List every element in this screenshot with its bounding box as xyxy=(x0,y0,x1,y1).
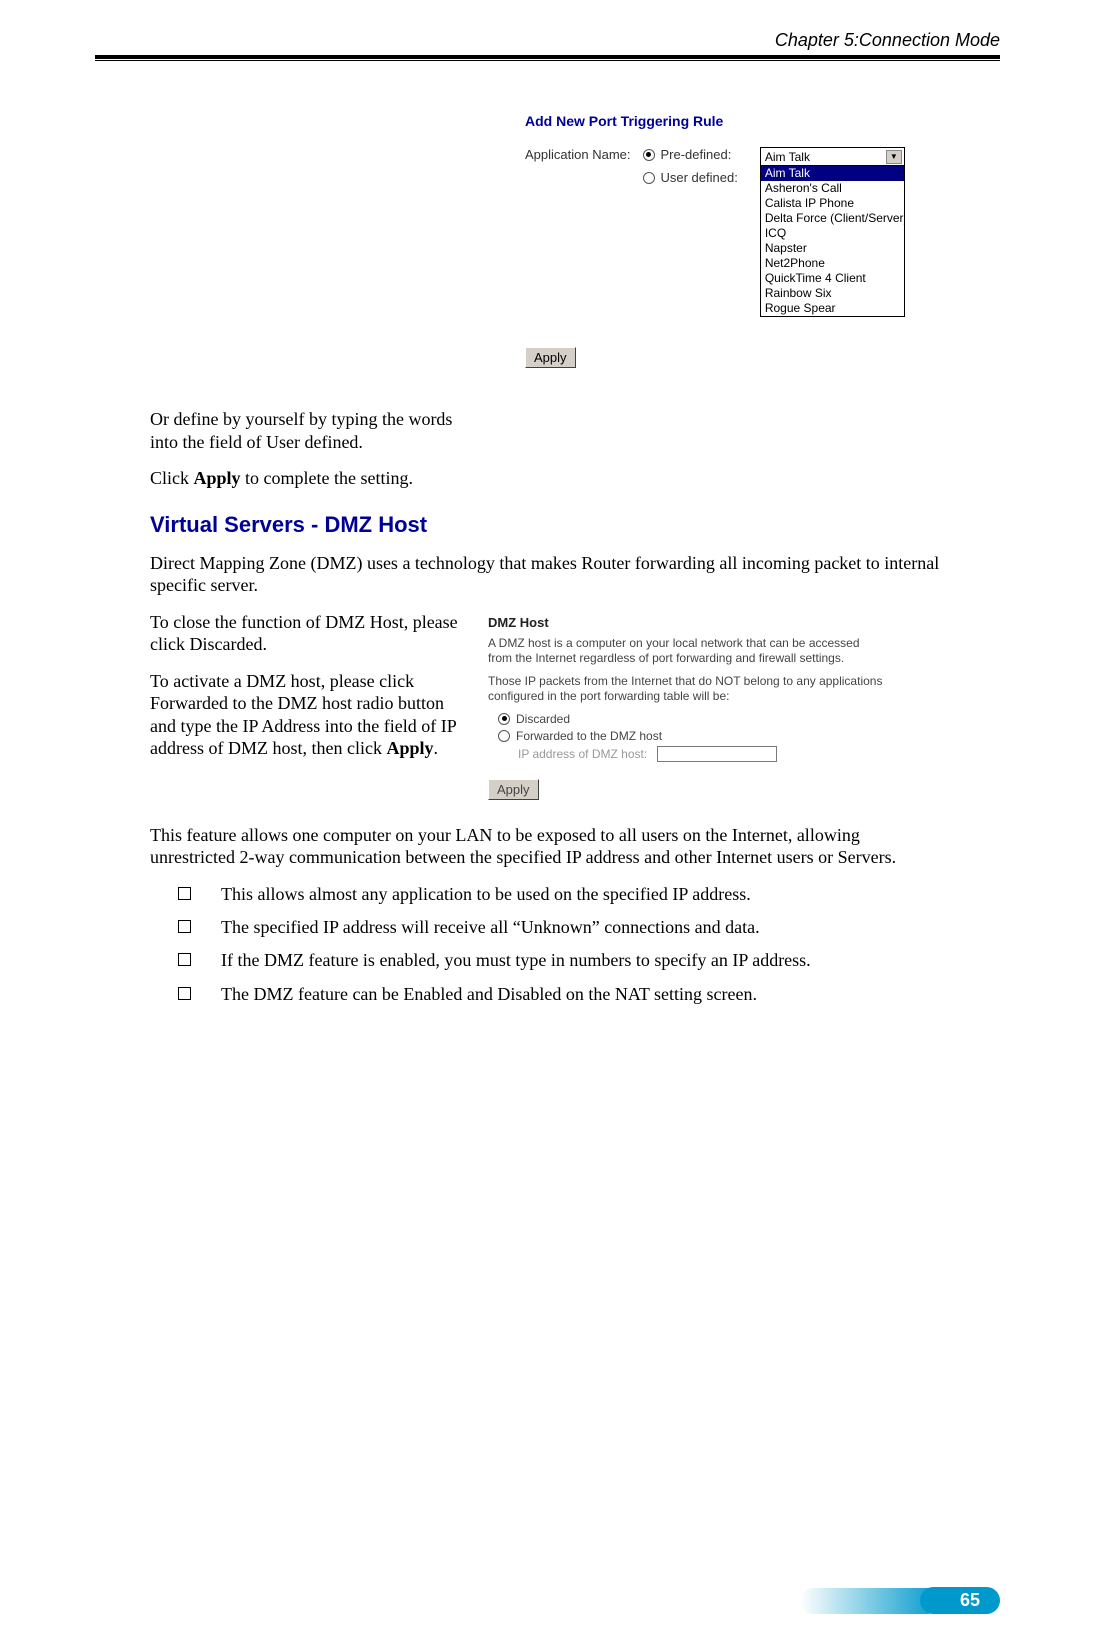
dropdown-option[interactable]: Net2Phone xyxy=(761,256,904,271)
chevron-down-icon[interactable]: ▼ xyxy=(886,150,902,164)
text-bold: Apply xyxy=(386,738,433,758)
para-click-apply: Click Apply to complete the setting. xyxy=(150,467,945,490)
text-bold: Apply xyxy=(194,468,241,488)
dropdown-option[interactable]: Rainbow Six xyxy=(761,286,904,301)
fig1-title: Add New Port Triggering Rule xyxy=(525,113,945,129)
dropdown-option[interactable]: Delta Force (Client/Server) xyxy=(761,211,904,226)
bullet-text: The DMZ feature can be Enabled and Disab… xyxy=(221,983,757,1006)
page-number: 65 xyxy=(920,1587,1000,1614)
discarded-radio[interactable] xyxy=(498,713,510,725)
fig2-desc1: A DMZ host is a computer on your local n… xyxy=(488,636,886,666)
predefined-dropdown[interactable]: Aim Talk ▼ Aim Talk Asheron's Call Calis… xyxy=(760,147,905,317)
discarded-label: Discarded xyxy=(516,712,570,726)
bullet-text: The specified IP address will receive al… xyxy=(221,916,760,939)
checkbox-icon xyxy=(178,953,191,966)
ip-address-input[interactable] xyxy=(657,746,777,762)
ip-address-label: IP address of DMZ host: xyxy=(518,747,647,761)
fig-port-triggering: Add New Port Triggering Rule Application… xyxy=(525,113,945,368)
bullet-list: This allows almost any application to be… xyxy=(150,883,945,1007)
dropdown-option[interactable]: ICQ xyxy=(761,226,904,241)
bullet-text: This allows almost any application to be… xyxy=(221,883,751,906)
userdefined-radio[interactable] xyxy=(643,172,655,184)
section-heading: Virtual Servers - DMZ Host xyxy=(150,512,945,538)
fig2-desc2: Those IP packets from the Internet that … xyxy=(488,674,886,704)
dropdown-option[interactable]: Aim Talk xyxy=(761,166,904,181)
checkbox-icon xyxy=(178,887,191,900)
predefined-radio[interactable] xyxy=(643,149,655,161)
userdefined-label: User defined: xyxy=(661,170,738,185)
chapter-title: Chapter 5:Connection Mode xyxy=(775,30,1000,51)
checkbox-icon xyxy=(178,920,191,933)
dropdown-option[interactable]: Asheron's Call xyxy=(761,181,904,196)
para-close-dmz: To close the function of DMZ Host, pleas… xyxy=(150,611,470,656)
app-name-label: Application Name: xyxy=(525,147,631,162)
para-define-yourself: Or define by yourself by typing the word… xyxy=(150,408,470,453)
apply-button[interactable]: Apply xyxy=(525,347,576,368)
dropdown-option[interactable]: QuickTime 4 Client xyxy=(761,271,904,286)
text: Click xyxy=(150,468,194,488)
forwarded-label: Forwarded to the DMZ host xyxy=(516,729,662,743)
dropdown-option[interactable]: Napster xyxy=(761,241,904,256)
dropdown-selected: Aim Talk xyxy=(765,150,810,164)
para-feature: This feature allows one computer on your… xyxy=(150,824,945,869)
checkbox-icon xyxy=(178,987,191,1000)
bullet-text: If the DMZ feature is enabled, you must … xyxy=(221,949,811,972)
text: to complete the setting. xyxy=(241,468,413,488)
para-activate-dmz: To activate a DMZ host, please click For… xyxy=(150,670,470,760)
predefined-label: Pre-defined: xyxy=(661,147,732,162)
fig2-title: DMZ Host xyxy=(488,615,886,630)
para-dmz-intro: Direct Mapping Zone (DMZ) uses a technol… xyxy=(150,552,945,597)
dropdown-option[interactable]: Rogue Spear xyxy=(761,301,904,316)
dropdown-option[interactable]: Calista IP Phone xyxy=(761,196,904,211)
forwarded-radio[interactable] xyxy=(498,730,510,742)
apply-button[interactable]: Apply xyxy=(488,779,539,800)
header-rule xyxy=(95,57,1000,61)
fig-dmz-host: DMZ Host A DMZ host is a computer on you… xyxy=(482,611,892,804)
page-footer: 65 xyxy=(920,1587,1000,1614)
text: . xyxy=(433,738,438,758)
